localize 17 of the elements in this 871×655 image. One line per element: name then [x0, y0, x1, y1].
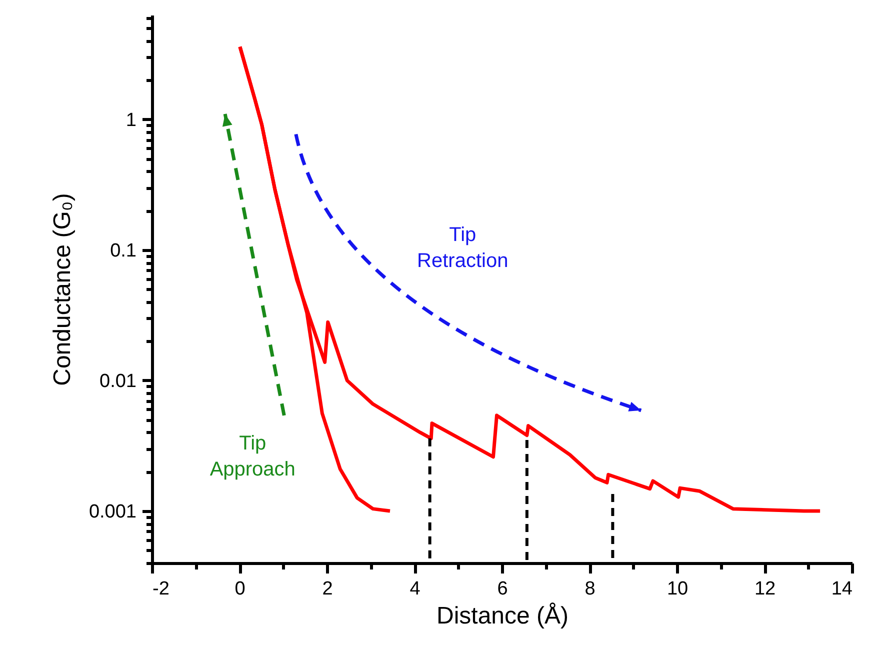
- x-tick-label: 10: [666, 578, 688, 600]
- x-tick-label: 8: [584, 578, 596, 600]
- y-tick-label: 0.001: [88, 502, 136, 523]
- annotation: Tip Retraction: [417, 224, 508, 272]
- x-tick-label: 12: [754, 578, 776, 600]
- y-tick-label: 0.01: [100, 370, 136, 392]
- x-axis-title: Distance (Å): [436, 602, 569, 630]
- x-tick-label: -2: [152, 578, 170, 600]
- x-tick-label: 14: [831, 578, 853, 600]
- x-tick-label: 6: [497, 578, 508, 600]
- y-tick-label: 1: [126, 110, 136, 131]
- x-tick-label: 2: [322, 578, 333, 600]
- y-tick-label: 0.1: [110, 240, 136, 262]
- annotation: Tip Approach: [210, 432, 296, 480]
- x-tick-label: 0: [234, 578, 246, 600]
- y-axis-title: Conductance (G₀): [48, 193, 76, 386]
- x-tick-label: 4: [410, 578, 421, 600]
